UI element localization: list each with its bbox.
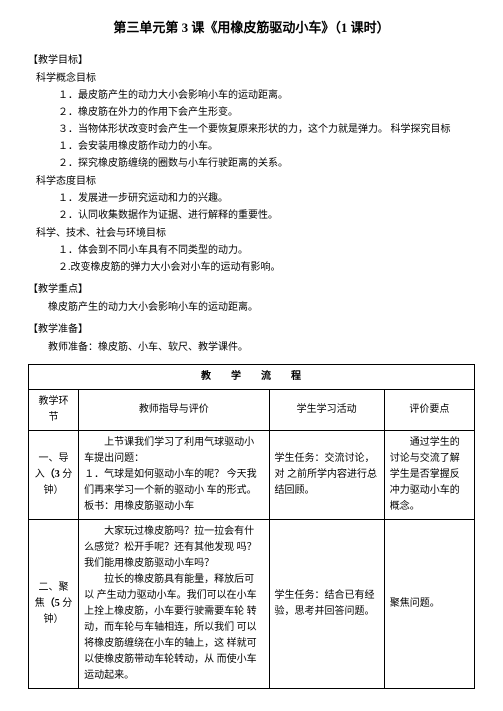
col-header-eval: 评价要点 [384,389,474,430]
phase-bold: （5 [45,598,60,609]
phase-cell: 一、导入（3 分钟） [29,430,79,519]
concept-item: １．会安装用橡皮筋作动力的小车。 [58,139,475,155]
table-col-headers: 教学环节 教师指导与评价 学生学习活动 评价要点 [29,389,475,430]
concept-item: ２．探究橡皮筋缠绕的圈数与小车行驶距离的关系。 [58,156,475,172]
attitude-header: 科学态度目标 [36,174,475,190]
concept-item: ３．当物体形状改变时会产生一个要恢复原来形状的力，这个力就是弹力。 科学探究目标 [58,122,475,138]
concept-item: １．最皮筋产生的动力大小会影响小车的运动距离。 [58,88,475,104]
prep-content: 教师准备：橡皮筋、小车、软尺、教学课件。 [48,340,475,356]
teacher-cell: 上节课我们学习了利用气球驱动小 车提出问题： １．气球是如何驱动小车的呢？ 今天… [79,430,269,519]
col-header-student: 学生学习活动 [269,389,384,430]
col-header-phase: 教学环节 [29,389,79,430]
eval-cell: 通过学生的讨论与交流了解学生是否掌握反冲力驱动小车的概念。 [384,430,474,519]
student-cell: 学生任务：结合已有经 验，思考并回答问题。 [269,519,384,688]
eval-cell: 聚焦问题。 [384,519,474,688]
goals-header: 【教学目标】 [28,53,475,69]
student-cell: 学生任务：交流讨论，对 之前所学内容进行总结回顾。 [269,430,384,519]
tech-header: 科学、技术、社会与环境目标 [36,226,475,242]
key-header: 【教学重点】 [28,282,475,298]
main-header-cell: 教学流程 [29,364,475,389]
concept-header: 科学概念目标 [36,71,475,87]
table-row: 二、聚焦（5 分钟） 大家玩过橡皮筋吗？拉一拉会有什 么感觉？松开手呢？还有其他… [29,519,475,688]
table-header-row: 教学流程 [29,364,475,389]
phase-bold: （3 [45,469,60,480]
teacher-cell: 大家玩过橡皮筋吗？拉一拉会有什 么感觉？松开手呢？还有其他发现 吗？ 我们能用橡… [79,519,269,688]
key-content: 橡皮筋产生的动力大小会影响小车的运动距离。 [48,300,475,316]
teaching-flow-table: 教学流程 教学环节 教师指导与评价 学生学习活动 评价要点 一、导入（3 分钟）… [28,364,475,689]
tech-item: １．体会到不同小车具有不同类型的动力。 [58,243,475,259]
attitude-item: ２．认同收集数据作为证据、进行解释的重要性。 [58,208,475,224]
phase-cell: 二、聚焦（5 分钟） [29,519,79,688]
concept-item: ２．橡皮筋在外力的作用下会产生形变。 [58,105,475,121]
tech-item: ２.改变橡皮筋的弹力大小会对小车的运动有影响。 [58,260,475,276]
page-title: 第三单元第 3 课《用橡皮筋驱动小车》（1 课时） [28,18,475,39]
col-header-teacher: 教师指导与评价 [79,389,269,430]
table-row: 一、导入（3 分钟） 上节课我们学习了利用气球驱动小 车提出问题： １．气球是如… [29,430,475,519]
prep-header: 【教学准备】 [28,322,475,338]
attitude-item: １．发展进一步研究运动和力的兴趣。 [58,191,475,207]
